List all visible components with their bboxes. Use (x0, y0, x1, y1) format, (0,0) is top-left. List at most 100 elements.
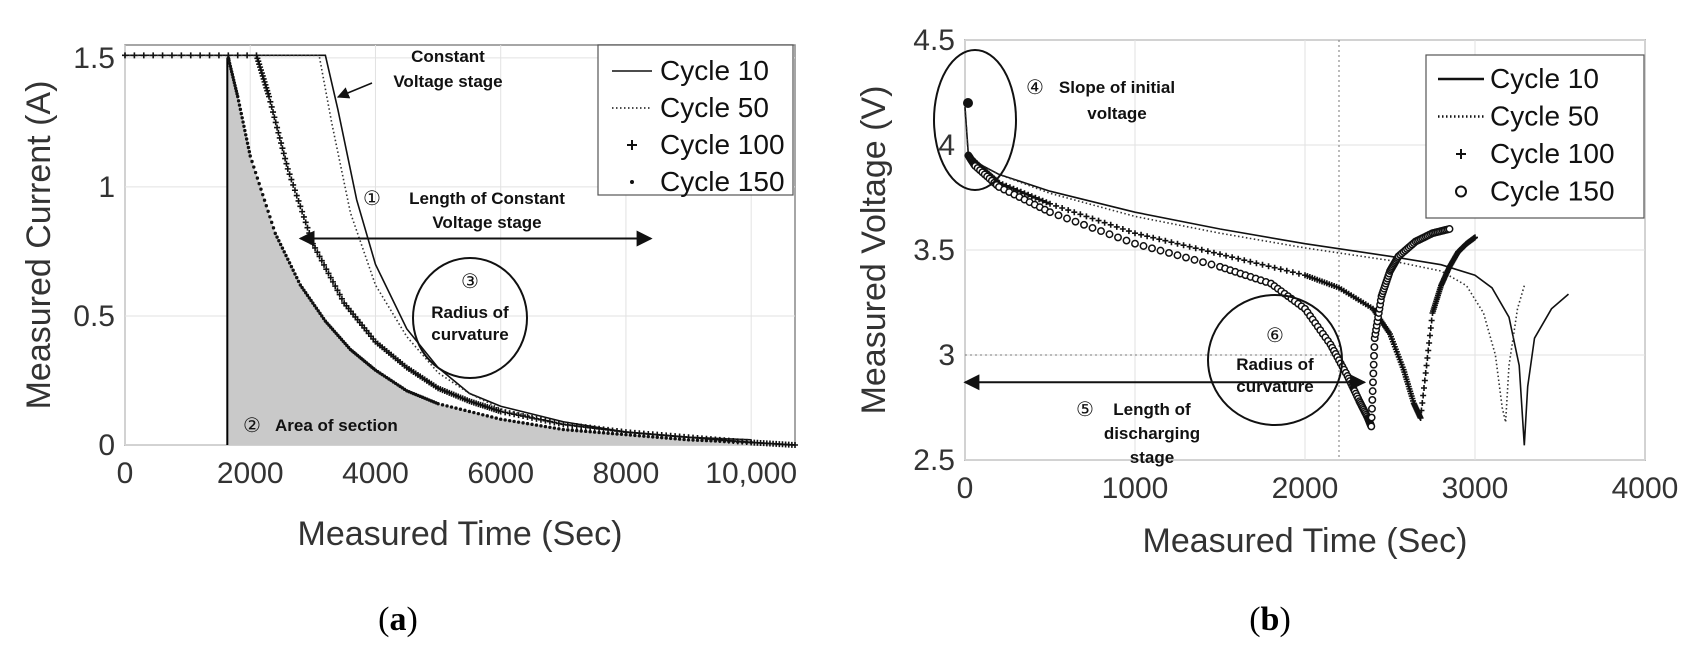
series-group-b (964, 107, 1570, 446)
a-series-cycle-100-point (275, 129, 282, 136)
a-series-cycle-100-point (266, 93, 273, 100)
b-series-cycle-150-point (1368, 387, 1377, 396)
a-series-cycle-100-point (261, 78, 268, 85)
b-x-tick-1000: 1000 (1102, 472, 1169, 505)
a-series-cycle-100-point (265, 90, 272, 97)
a-series-cycle-150-point (507, 418, 512, 423)
b-series-cycle-100-point (1427, 325, 1434, 331)
a-series-cycle-100-point (187, 52, 194, 59)
a-series-cycle-150-point (230, 72, 235, 77)
b-series-cycle-100-point (1077, 211, 1084, 218)
b-y-tick-4-5: 4.5 (913, 24, 955, 57)
b-series-cycle-100-point (1174, 240, 1181, 247)
a-series-cycle-150-point (673, 437, 677, 441)
a-series-cycle-100-point (263, 84, 270, 91)
a-series-cycle-150-point (610, 431, 615, 436)
b-series-cycle-100-point (1119, 226, 1126, 232)
a-series-cycle-150-point (320, 314, 324, 318)
a-series-cycle-150-point (226, 56, 231, 60)
b-series-cycle-100-point (1125, 228, 1132, 235)
a-x-tick-4000: 4000 (342, 457, 409, 490)
a-series-cycle-150-point (278, 242, 283, 247)
a-series-cycle-100-point (206, 52, 213, 59)
chart-a: ① Length of Constant Voltage stage ② Area of… (20, 42, 798, 553)
a-series-cycle-150-point (229, 67, 233, 71)
b-legend-cycle-100-swatch (1456, 149, 1466, 159)
b-series-cycle-100-point (1271, 264, 1278, 271)
a-series-cycle-150-point (305, 293, 310, 298)
a-series-cycle-150-point (691, 438, 695, 442)
b-series-cycle-100-point (1138, 231, 1145, 238)
a-series-cycle-150-point (682, 437, 686, 442)
a-series-cycle-150-point (499, 417, 503, 421)
b-annotation-4-dot (963, 98, 973, 108)
legend-box-a (597, 44, 794, 196)
b-series-cycle-150-point (1080, 220, 1088, 229)
a-series-cycle-100-point (178, 52, 185, 59)
b-legend-cycle-10-label: Cycle 10 (1490, 63, 1599, 94)
b-series-cycle-50 (964, 107, 1526, 423)
a-series-cycle-150-point (245, 141, 250, 145)
a-legend-cycle-150-swatch (630, 180, 634, 184)
b-series-cycle-100-point (1277, 266, 1284, 273)
a-series-cycle-100-point (280, 150, 287, 157)
a-series-cycle-150-point (557, 427, 561, 431)
a-series-cycle-100-point (290, 181, 297, 188)
a-series-cycle-100-point (299, 208, 306, 215)
b-series-cycle-150-point (1182, 253, 1190, 262)
panel-caption-b: (b) (1249, 601, 1291, 638)
y-axis-label-b: Measured Voltage (V) (855, 86, 893, 415)
a-series-cycle-150-point (570, 428, 574, 432)
a-annotation-3-num: ③ (461, 269, 479, 293)
a-series-cycle-100-point (284, 165, 291, 172)
a-series-cycle-100-point (529, 414, 536, 421)
a-series-cycle-150-point (296, 279, 301, 284)
a-series-cycle-150-point (235, 92, 239, 96)
a-series-cycle-150-point (490, 415, 494, 419)
b-series-cycle-150-point (1088, 224, 1097, 232)
b-y-tick-3-5: 3.5 (913, 234, 955, 267)
b-series-cycle-100-point (1059, 205, 1066, 211)
b-series-cycle-100-point (1210, 249, 1217, 256)
a-series-cycle-100-point (270, 109, 277, 116)
b-series-cycle-100-point (1423, 362, 1430, 369)
b-series-cycle-100-point (1217, 251, 1223, 258)
b-series-cycle-100-point (1417, 415, 1424, 421)
a-legend-cycle-150-label: Cycle 150 (660, 166, 785, 197)
b-series-cycle-100-point (1032, 194, 1039, 201)
a-series-cycle-150-point (561, 427, 566, 432)
panel-label-b: b (1261, 601, 1280, 638)
a-series-cycle-150-point (240, 116, 244, 120)
b-y-tick-2-5: 2.5 (913, 444, 955, 477)
a-series-cycle-150-point (238, 107, 243, 112)
a-series-cycle-100-point (506, 410, 513, 417)
a-series-cycle-100-point (295, 197, 302, 204)
a-annotation-cv-line-0: Constant (411, 47, 485, 66)
b-series-cycle-150-point (1122, 236, 1131, 245)
a-series-cycle-100-point (150, 52, 157, 59)
a-annotation-2-line-0: Area of section (275, 416, 398, 435)
a-series-cycle-150-point (552, 426, 557, 430)
x-axis-label-a: Measured Time (Sec) (298, 515, 623, 553)
a-series-cycle-100-point (515, 412, 522, 419)
a-series-cycle-100-point (332, 283, 339, 290)
a-series-cycle-100-point (253, 52, 260, 59)
b-series-cycle-100-point (1247, 258, 1254, 265)
a-series-cycle-100-point (276, 134, 283, 141)
a-series-cycle-100-point (268, 103, 275, 110)
a-series-cycle-150-point (539, 424, 543, 428)
a-series-cycle-150-point (651, 435, 655, 439)
b-series-cycle-100-point (1132, 230, 1138, 237)
b-series-cycle-100-point (1421, 385, 1427, 391)
b-series-cycle-150-point (1190, 255, 1199, 264)
shaded-area-a (228, 57, 752, 445)
a-series-cycle-150-point (494, 416, 498, 420)
annotations-b: ④ Slope of initial voltage ⑤ Length of discha… (933, 49, 1367, 467)
a-series-cycle-150-point (485, 414, 489, 418)
a-series-cycle-100-point (256, 61, 263, 68)
a-series-cycle-150-point (664, 436, 668, 440)
b-series-cycle-150-point (1367, 422, 1376, 431)
a-series-cycle-100-point (258, 70, 265, 77)
a-series-cycle-150-point (731, 439, 735, 444)
b-legend-cycle-150-swatch (1455, 185, 1467, 198)
